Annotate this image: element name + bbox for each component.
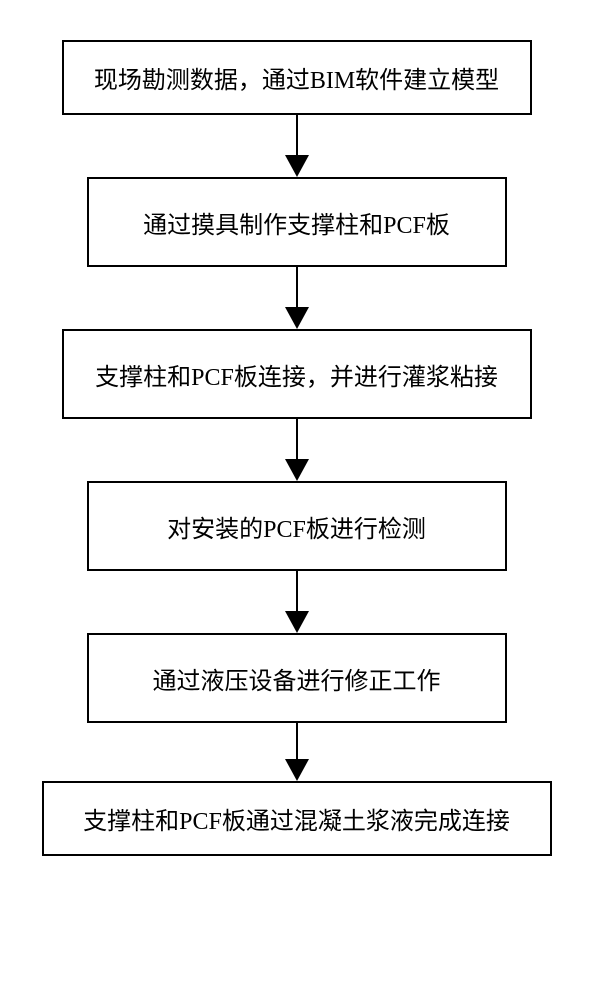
step-label: 通过液压设备进行修正工作 xyxy=(153,661,441,696)
arrow-line xyxy=(296,723,298,759)
arrow-4 xyxy=(285,571,309,633)
step-label: 对安装的PCF板进行检测 xyxy=(167,509,426,544)
arrow-head-icon xyxy=(285,611,309,633)
arrow-line xyxy=(296,267,298,307)
step-label: 现场勘测数据，通过BIM软件建立模型 xyxy=(94,60,499,95)
flowchart-step-1: 现场勘测数据，通过BIM软件建立模型 xyxy=(62,40,532,115)
arrow-2 xyxy=(285,267,309,329)
arrow-line xyxy=(296,419,298,459)
flowchart-step-4: 对安装的PCF板进行检测 xyxy=(87,481,507,571)
arrow-line xyxy=(296,571,298,611)
arrow-5 xyxy=(285,723,309,781)
arrow-3 xyxy=(285,419,309,481)
step-label: 支撑柱和PCF板连接，并进行灌浆粘接 xyxy=(95,357,498,392)
arrow-1 xyxy=(285,115,309,177)
arrow-head-icon xyxy=(285,155,309,177)
arrow-line xyxy=(296,115,298,155)
flowchart-step-3: 支撑柱和PCF板连接，并进行灌浆粘接 xyxy=(62,329,532,419)
flowchart-step-6: 支撑柱和PCF板通过混凝土浆液完成连接 xyxy=(42,781,552,856)
arrow-head-icon xyxy=(285,759,309,781)
flowchart-container: 现场勘测数据，通过BIM软件建立模型 通过摸具制作支撑柱和PCF板 支撑柱和PC… xyxy=(0,0,593,896)
arrow-head-icon xyxy=(285,307,309,329)
arrow-head-icon xyxy=(285,459,309,481)
flowchart-step-2: 通过摸具制作支撑柱和PCF板 xyxy=(87,177,507,267)
step-label: 支撑柱和PCF板通过混凝土浆液完成连接 xyxy=(83,801,510,836)
step-label: 通过摸具制作支撑柱和PCF板 xyxy=(143,205,450,240)
flowchart-step-5: 通过液压设备进行修正工作 xyxy=(87,633,507,723)
